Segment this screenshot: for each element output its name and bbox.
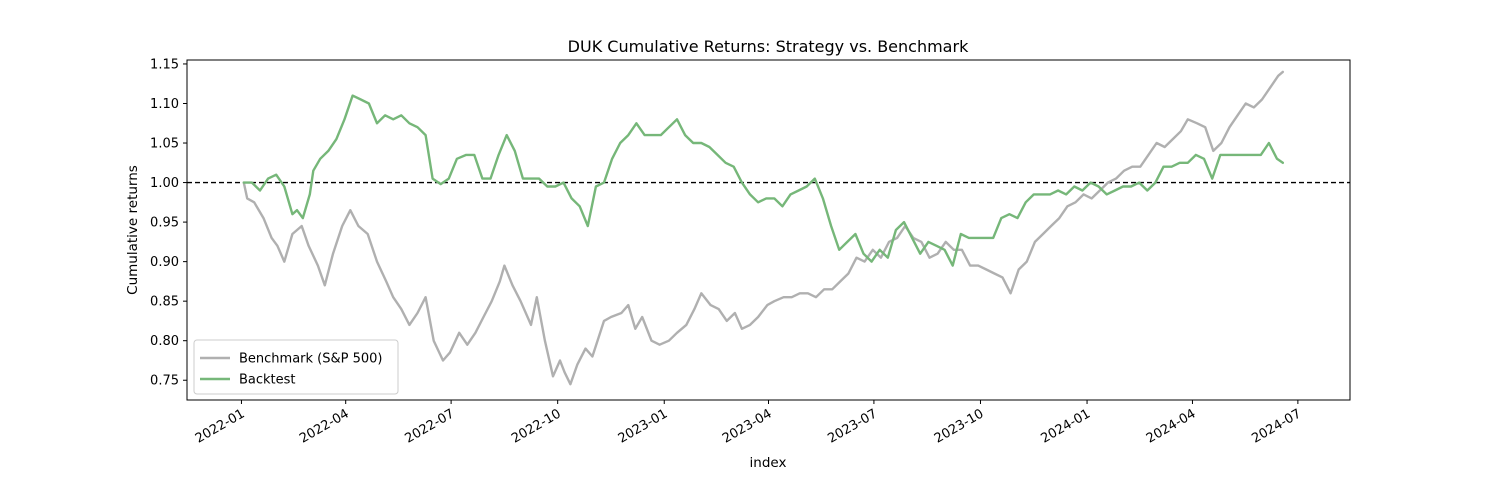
y-tick-label: 0.95 <box>150 216 179 231</box>
y-tick-label: 0.75 <box>150 374 179 389</box>
y-tick-label: 1.10 <box>150 97 179 112</box>
benchmark-series-line <box>242 70 1285 386</box>
y-axis-label: Cumulative returns <box>125 165 141 295</box>
y-tick-label: 0.85 <box>150 295 179 310</box>
y-tick-label: 0.90 <box>150 255 179 270</box>
legend: Benchmark (S&P 500) Backtest <box>193 339 399 395</box>
legend-label: Backtest <box>239 373 296 388</box>
chart-title: DUK Cumulative Returns: Strategy vs. Ben… <box>568 37 969 56</box>
y-tick-label: 0.80 <box>150 334 179 349</box>
y-tick-label: 1.00 <box>150 176 179 191</box>
legend-box <box>193 339 399 395</box>
series-lines <box>242 70 1285 386</box>
legend-label: Benchmark (S&P 500) <box>239 352 383 367</box>
y-tick-label: 1.05 <box>150 137 179 152</box>
x-axis-label: index <box>750 455 787 471</box>
y-axis-ticks: 0.75 0.80 0.85 0.90 0.95 1.00 1.05 1.10 1.15 <box>150 57 187 389</box>
backtest-series-line <box>242 94 1285 267</box>
y-tick-label: 1.15 <box>150 57 179 72</box>
